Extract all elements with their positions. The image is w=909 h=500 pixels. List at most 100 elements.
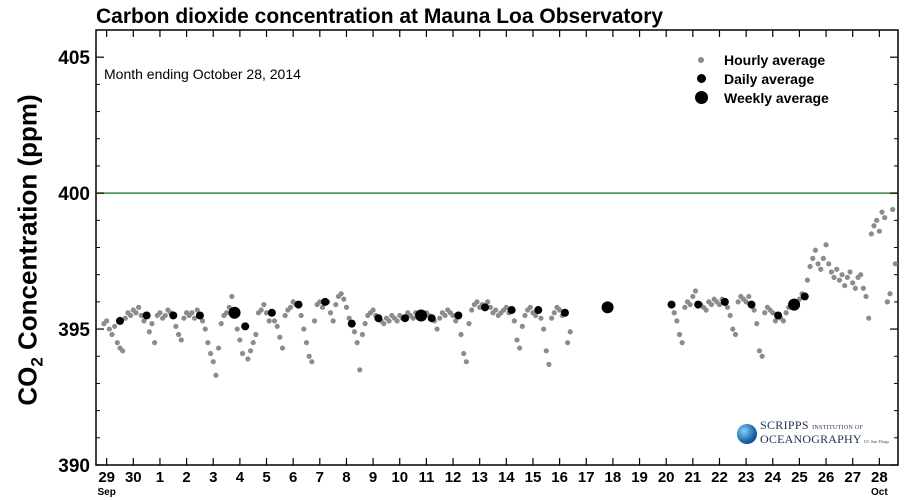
hourly-point [850, 280, 856, 286]
legend-label-weekly: Weekly average [724, 89, 829, 106]
legend: Hourly average Daily average Weekly aver… [692, 50, 829, 107]
hourly-point [567, 329, 573, 335]
hourly-point [772, 318, 779, 324]
hourly-point [882, 214, 888, 221]
hourly-point [868, 231, 874, 237]
hourly-point [674, 318, 680, 324]
daily-point [720, 297, 729, 306]
hourly-point [541, 326, 547, 332]
daily-series [115, 292, 809, 331]
hourly-point [847, 269, 853, 275]
daily-point [427, 314, 436, 323]
hourly-point [247, 348, 254, 354]
hourly-point [370, 307, 376, 313]
daily-point [195, 311, 204, 320]
weekly-point [601, 301, 614, 314]
x-tick-label: 11 [418, 469, 434, 486]
hourly-point [538, 315, 544, 321]
hourly-point [306, 353, 312, 359]
daily-point [241, 322, 250, 331]
hourly-point [844, 274, 850, 281]
hourly-point [410, 315, 416, 321]
x-tick-label: 23 [738, 469, 755, 486]
x-tick-label: 27 [844, 469, 861, 486]
hourly-point [724, 304, 731, 310]
x-tick-label: 13 [471, 469, 488, 486]
hourly-point [751, 307, 757, 313]
hourly-point [122, 315, 128, 321]
daily-point [774, 311, 783, 320]
hourly-point [842, 282, 848, 289]
x-tick-label: 30 [125, 469, 142, 486]
hourly-point [330, 318, 336, 324]
hourly-point [261, 301, 267, 308]
hourly-point [820, 255, 826, 261]
hourly-point [783, 310, 789, 316]
hourly-point [836, 277, 842, 283]
hourly-point [533, 312, 539, 319]
hourly-point [381, 321, 387, 327]
hourly-point [109, 331, 115, 338]
hourly-point [437, 315, 443, 321]
hourly-point [287, 304, 294, 310]
hourly-point [338, 291, 344, 297]
hourly-point [730, 326, 736, 332]
hourly-point [463, 359, 469, 365]
hourly-point [175, 331, 182, 338]
hourly-point [237, 337, 243, 343]
hourly-point [346, 315, 352, 321]
x-tick-label: 5 [262, 469, 270, 486]
hourly-point [453, 318, 459, 324]
x-tick-label: 8 [342, 469, 350, 486]
hourly-point [207, 350, 214, 357]
hourly-point [874, 217, 880, 223]
daily-point [347, 319, 356, 328]
hourly-point [327, 310, 334, 316]
hourly-point [152, 340, 158, 346]
scripps-logo: SCRIPPS INSTITUTION OF OCEANOGRAPHY UC Sa… [737, 418, 889, 447]
hourly-point [277, 334, 283, 340]
hourly-point [517, 345, 523, 351]
hourly-point [852, 285, 858, 291]
x-tick-label: 4 [236, 469, 245, 486]
hourly-point [708, 301, 715, 308]
daily-point [747, 300, 756, 309]
legend-label-hourly: Hourly average [724, 51, 826, 68]
hourly-point [210, 359, 216, 365]
hourly-point [884, 299, 890, 305]
hourly-point [466, 321, 472, 327]
hourly-point [818, 266, 824, 272]
hourly-point [141, 318, 147, 324]
hourly-point [112, 323, 118, 329]
hourly-point [386, 318, 392, 324]
hourly-point [191, 315, 198, 321]
hourly-point [133, 310, 139, 316]
x-tick-label: 26 [818, 469, 835, 486]
daily-point [560, 308, 569, 317]
hourly-point [746, 293, 752, 300]
x-tick-label: 19 [631, 469, 648, 486]
hourly-point [887, 291, 893, 297]
hourly-point [727, 312, 733, 319]
x-month-label: Oct [871, 487, 888, 498]
hourly-point [823, 242, 829, 248]
hourly-point [215, 345, 222, 351]
hourly-point [178, 337, 184, 343]
x-tick-label: 24 [764, 469, 781, 486]
hourly-point [527, 304, 533, 310]
hourly-point [354, 340, 360, 346]
hourly-point [271, 318, 278, 324]
hourly-point [770, 310, 776, 316]
x-tick-label: 20 [658, 469, 675, 486]
hourly-point [858, 272, 864, 278]
logo-scripps: SCRIPPS [760, 418, 809, 432]
hourly-point [461, 350, 467, 357]
daily-point [667, 300, 676, 309]
hourly-point [735, 299, 741, 305]
daily-point [267, 308, 276, 317]
hourly-point [703, 307, 709, 313]
daily-point [534, 306, 543, 315]
x-tick-label: 10 [391, 469, 408, 486]
